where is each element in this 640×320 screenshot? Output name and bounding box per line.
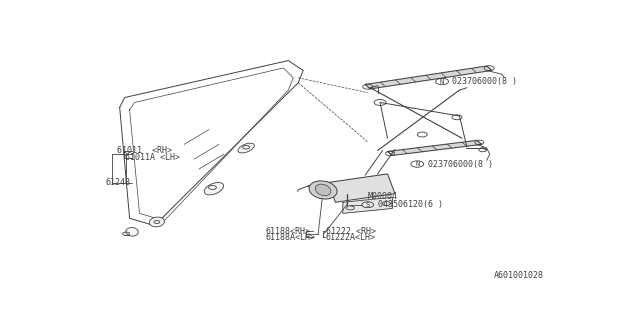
Ellipse shape <box>149 217 164 227</box>
Text: N: N <box>415 161 419 167</box>
Polygon shape <box>343 197 392 213</box>
Text: 023706000(8 ): 023706000(8 ) <box>452 77 518 86</box>
Text: 043506120(6 ): 043506120(6 ) <box>378 200 443 209</box>
Polygon shape <box>365 66 492 89</box>
Text: 61188<RH>: 61188<RH> <box>266 227 311 236</box>
Text: A601001028: A601001028 <box>494 271 544 280</box>
Ellipse shape <box>238 143 254 153</box>
Text: 61248: 61248 <box>106 178 131 187</box>
Text: M00004: M00004 <box>367 192 397 201</box>
Text: 61011A <LH>: 61011A <LH> <box>125 153 180 163</box>
Text: 61011  <RH>: 61011 <RH> <box>117 146 172 155</box>
Polygon shape <box>388 140 482 156</box>
Ellipse shape <box>126 228 138 236</box>
Ellipse shape <box>316 184 331 196</box>
Polygon shape <box>328 174 395 202</box>
Text: 61188A<LH>: 61188A<LH> <box>266 234 316 243</box>
Text: S: S <box>365 202 370 208</box>
Text: 61222A<LH>: 61222A<LH> <box>326 234 376 243</box>
Ellipse shape <box>309 181 337 199</box>
Text: 61222 <RH>: 61222 <RH> <box>326 227 376 236</box>
Ellipse shape <box>204 182 223 195</box>
Text: 023706000(8 ): 023706000(8 ) <box>428 160 493 169</box>
Text: N: N <box>440 78 444 84</box>
